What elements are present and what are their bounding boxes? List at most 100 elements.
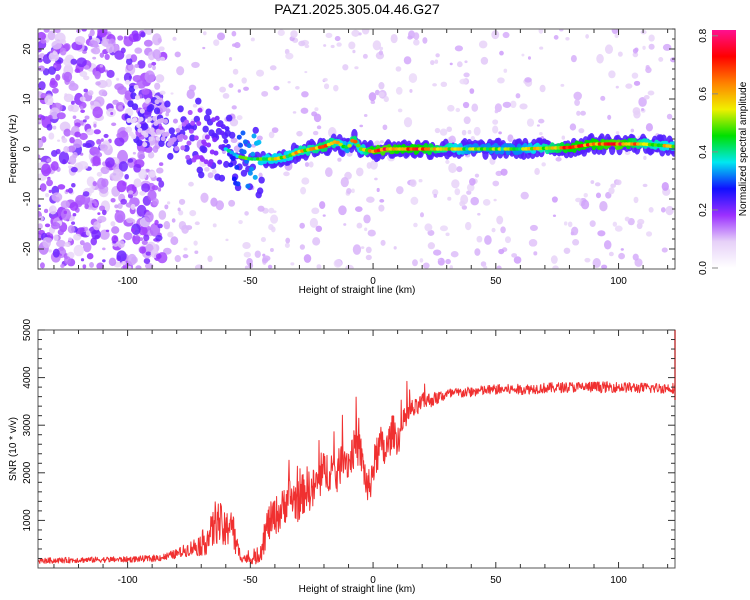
spectrogram-noise-cell xyxy=(409,88,413,93)
spectrogram-noise-cell xyxy=(194,250,199,255)
spectrogram-noise-cell xyxy=(46,158,52,163)
spectrogram-noise-cell xyxy=(79,240,85,246)
spectrogram-noise-cell xyxy=(513,256,522,264)
spectrogram-noise-cell xyxy=(80,109,85,113)
spectrogram-noise-cell xyxy=(507,134,514,143)
spectrogram-noise-cell xyxy=(73,138,83,148)
spectrogram-noise-cell xyxy=(358,32,362,36)
y-tick-label: 4000 xyxy=(22,366,33,389)
spectrogram-noise-cell xyxy=(101,178,109,188)
spectrogram-noise-cell xyxy=(50,161,59,171)
spectrogram-noise-cell xyxy=(499,50,504,56)
spectrogram-noise-cell xyxy=(410,196,419,206)
snr-y-ticks: 1000 2000 3000 4000 5000 xyxy=(22,318,675,559)
spectrogram-noise-cell xyxy=(210,197,218,207)
spectrogram-noise-cell xyxy=(118,161,129,172)
spectrogram-noise-cell xyxy=(57,184,66,190)
spectrogram-noise-cell xyxy=(155,253,162,259)
spectrogram-noise-cell xyxy=(243,251,252,258)
spectrogram-noise-cell xyxy=(231,43,237,47)
spectrogram-noise-cell xyxy=(563,247,571,254)
spectrogram-noise-cell xyxy=(48,249,52,253)
spectrogram-noise-cell xyxy=(553,35,559,40)
spectrogram-noise-cell xyxy=(125,58,133,65)
spectrogram-noise-cell xyxy=(360,246,365,249)
colorbar-tick-label: 0.2 xyxy=(698,203,709,217)
spectrogram-noise-cell xyxy=(595,192,602,199)
spectrogram-noise-cell xyxy=(570,54,577,63)
spectrogram-noise-cell xyxy=(105,157,115,168)
spectrogram-noise-cell xyxy=(144,70,156,83)
spectrogram-noise-cell xyxy=(601,264,608,269)
spectrogram-noise-cell xyxy=(69,202,79,211)
spectrogram-noise-cell xyxy=(528,239,538,247)
spectrogram-noise-cell xyxy=(73,233,82,241)
spectrogram-signal-halo xyxy=(198,171,205,179)
spectrogram-noise-cell xyxy=(155,136,161,141)
spectrogram-noise-cell xyxy=(511,253,518,258)
spectrogram-noise-cell xyxy=(82,50,87,54)
spectrogram-noise-cell xyxy=(69,80,75,87)
spectrogram-noise-cell xyxy=(38,154,41,160)
spectrogram-signal-halo xyxy=(252,126,259,134)
spectrogram-noise-cell xyxy=(322,77,328,82)
spectrogram-noise-cell xyxy=(367,229,376,237)
spectrogram-signal-halo xyxy=(234,184,242,192)
spectrogram-noise-cell xyxy=(660,207,666,213)
spectrogram-noise-cell xyxy=(439,225,448,232)
spectrogram-noise-cell xyxy=(154,82,161,90)
spectrogram-signal-cell xyxy=(188,128,194,134)
spectrogram-noise-cell xyxy=(92,121,98,125)
spectrogram-signal-halo xyxy=(258,176,265,184)
spectrogram-noise-cell xyxy=(67,187,74,194)
spectrogram-noise-cell xyxy=(92,106,103,119)
spectrogram-noise-cell xyxy=(261,90,269,97)
spectrogram-signal-cell xyxy=(131,134,137,140)
spectrogram-noise-cell xyxy=(48,189,52,194)
spectrogram-noise-cell xyxy=(461,129,467,136)
spectrogram-noise-cell xyxy=(97,212,101,215)
spectrogram-noise-cell xyxy=(121,261,127,266)
spectrogram-noise-cell xyxy=(333,84,339,92)
spectrogram-noise-cell xyxy=(449,265,453,269)
spectrogram-noise-cell xyxy=(124,173,129,180)
spectrogram-noise-cell xyxy=(434,59,439,64)
spectrogram-noise-cell xyxy=(498,131,502,135)
spectrogram-noise-cell xyxy=(283,171,290,177)
spectrogram-noise-cell xyxy=(502,101,512,108)
spectrogram-noise-cell xyxy=(44,223,51,228)
spectrogram-signal-cell xyxy=(148,136,154,142)
spectrogram-noise-cell xyxy=(538,118,545,124)
spectrogram-signal-halo xyxy=(256,187,264,195)
spectrogram-signal-halo xyxy=(136,139,143,147)
spectrogram-noise-cell xyxy=(69,137,75,144)
spectrogram-noise-cell xyxy=(615,131,620,135)
spectrogram-signal-halo xyxy=(128,85,136,93)
snr-frame xyxy=(37,329,676,569)
spectrogram-noise-cell xyxy=(43,208,49,214)
spectrogram-noise-cell xyxy=(112,168,123,181)
spectrogram-noise-cell xyxy=(578,128,585,134)
spectrogram-noise-cell xyxy=(395,66,402,72)
spectrogram-noise-cell xyxy=(67,225,75,234)
spectrogram-noise-cell xyxy=(241,77,247,84)
spectrogram-noise-cell xyxy=(141,183,151,193)
spectrogram-noise-cell xyxy=(74,35,86,45)
spectrogram-noise-cell xyxy=(641,107,645,111)
spectrogram-noise-cell xyxy=(642,45,646,50)
spectrogram-noise-cell xyxy=(496,265,502,269)
spectrogram-noise-cell xyxy=(71,183,76,188)
spectrogram-noise-cell xyxy=(666,113,673,120)
spectrogram-noise-cell xyxy=(362,53,368,59)
spectrogram-noise-cell xyxy=(608,187,615,195)
spectrogram-noise-cell xyxy=(82,264,87,269)
spectrogram-noise-cell xyxy=(213,39,220,46)
spectrogram-noise-cell xyxy=(467,129,472,135)
spectrogram-noise-cell xyxy=(56,239,66,248)
spectrogram-noise-cell xyxy=(141,88,150,95)
spectrogram-noise-cell xyxy=(493,198,497,202)
spectrogram-noise-cell xyxy=(273,85,280,91)
spectrogram-noise-cell xyxy=(633,110,641,119)
spectrogram-noise-cell xyxy=(100,138,104,142)
snr-y-label: SNR (10 * v/v) xyxy=(8,417,19,481)
